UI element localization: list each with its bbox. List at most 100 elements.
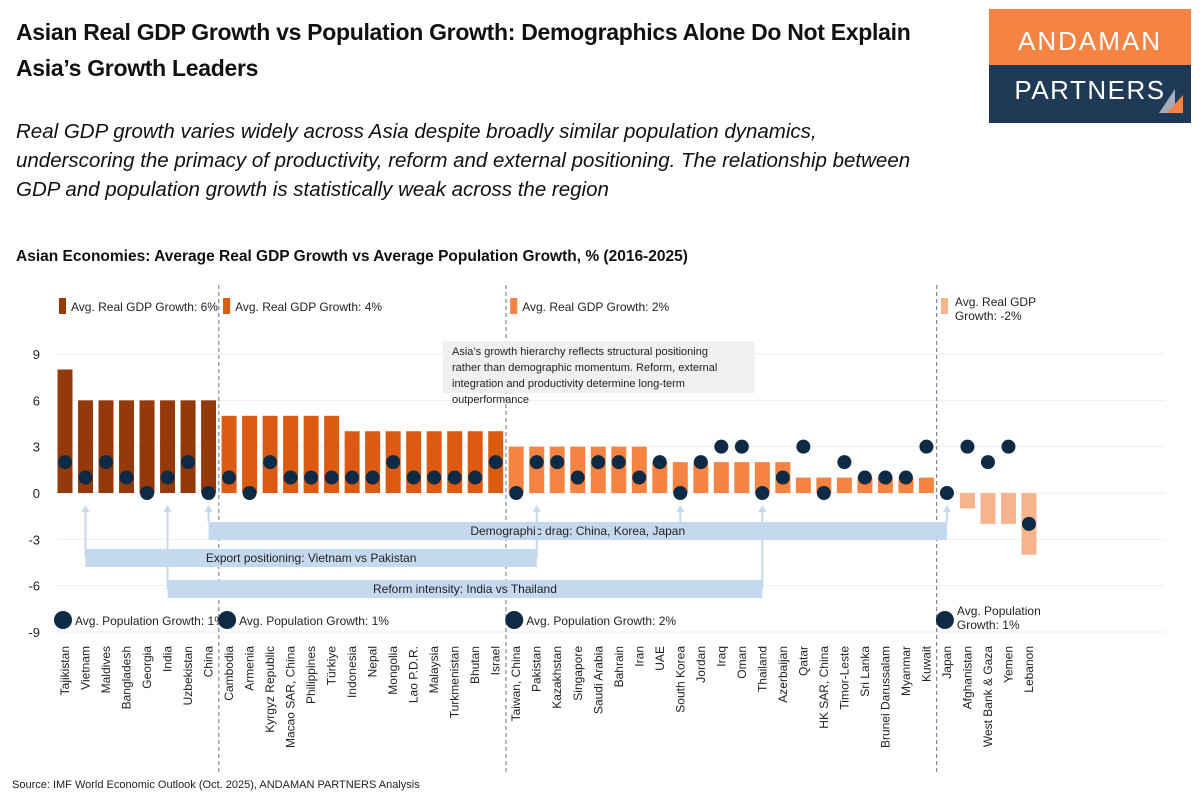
population-dot [693,455,708,470]
population-dot [324,470,339,485]
population-dot [878,470,893,485]
population-dot [78,470,93,485]
population-dot [345,470,360,485]
annotation-arrowhead [81,505,90,512]
population-dot [406,470,421,485]
x-tick-label: Pakistan [530,646,544,692]
population-dot [427,470,442,485]
gdp-bar [529,446,545,493]
x-tick-label: Bangladesh [120,646,134,709]
x-tick-label: Afghanistan [960,646,974,709]
page-title: Asian Real GDP Growth vs Population Grow… [16,19,911,81]
annotation-arrowhead [204,505,213,512]
population-dot [714,439,729,454]
population-dot [99,455,114,470]
annotation-label: Demographic drag: China, Korea, Japan [470,524,685,538]
gdp-bar [160,400,176,493]
gdp-bar [549,446,565,493]
population-dot [201,486,216,500]
annotation-label: Reform intensity: India vs Thailand [373,582,557,596]
population-dot [119,470,134,485]
gdp-legend-swatch [223,298,231,314]
gdp-bar [78,400,94,493]
population-legend-label: Avg. Population Growth: 1% [239,614,389,628]
population-dot [283,470,298,485]
gdp-bar [1000,493,1016,524]
population-dot [837,455,852,470]
gdp-bar [242,415,258,493]
population-dot [980,455,995,470]
note-text: Asia’s growth hierarchy reflects structu… [452,346,717,406]
x-tick-label: Mongolia [386,646,400,695]
x-tick-label: Yemen [1001,646,1015,683]
x-tick-label: Macao SAR, China [284,646,298,748]
x-tick-label: Taiwan, China [509,646,523,722]
y-tick-label: -9 [28,625,40,640]
gdp-bar [98,400,114,493]
x-tick-label: Vietnam [79,646,93,690]
andaman-partners-logo: ANDAMAN PARTNERS [989,9,1191,123]
population-dot [550,455,565,470]
x-tick-label: Sri Lanka [858,646,872,697]
population-dot [816,486,831,500]
gdp-bar [201,400,217,493]
gdp-bar [693,462,709,493]
gdp-bar [652,462,668,493]
x-tick-label: Indonesia [345,646,359,698]
y-tick-label: 9 [33,347,40,362]
x-tick-label: Myanmar [899,646,913,696]
gdp-bar [139,400,155,493]
gdp-bar [713,462,729,493]
gdp-legend-swatch [940,298,948,314]
page-subtitle: Real GDP growth varies widely across Asi… [16,120,911,201]
y-tick-label: -6 [28,579,40,594]
population-dot [919,439,934,454]
logo-line2: PARTNERS [989,65,1191,123]
annotation-arrowhead [942,505,951,512]
population-dot [652,455,667,470]
gdp-bar [262,415,278,493]
population-dot [775,470,790,485]
population-dot [591,455,606,470]
x-tick-label: Maldives [99,646,113,693]
x-tick-label: Iran [632,646,646,667]
x-tick-label: Cambodia [222,646,236,701]
gdp-legend-label: Avg. Real GDP Growth: 2% [522,300,669,314]
annotation-arrowhead [163,505,172,512]
y-tick-label: -3 [28,532,40,547]
source-note: Source: IMF World Economic Outlook (Oct.… [12,779,420,791]
population-dot [181,455,196,470]
x-tick-label: Saudi Arabia [591,646,605,714]
x-tick-label: Israel [489,646,503,675]
gdp-bar [672,462,688,493]
x-tick-label: Tajikistan [58,646,72,695]
note-box [443,341,755,393]
x-tick-label: Malaysia [427,646,441,694]
x-tick-label: Timor-Leste [837,646,851,710]
chart-title: Asian Economies: Average Real GDP Growth… [16,248,688,265]
x-tick-label: China [202,646,216,678]
population-dot [898,470,913,485]
x-tick-label: Bhutan [468,646,482,684]
gdp-bar [119,400,135,493]
x-tick-label: Nepal [366,646,380,677]
population-dot [673,486,688,500]
gdp-bar [918,477,934,493]
x-tick-label: Kuwait [919,645,933,682]
population-dot [529,455,544,470]
population-dot [160,470,175,485]
gdp-bar [959,493,975,509]
population-dot [960,439,975,454]
gdp-legend-swatch [59,298,66,314]
gdp-bar [631,446,647,493]
population-legend-label: Avg. Population Growth: 2% [526,614,676,628]
annotation-label: Export positioning: Vietnam vs Pakistan [206,551,417,565]
x-tick-label: Georgia [140,646,154,689]
population-legend-marker [935,611,954,629]
gdp-bar [754,462,770,493]
x-tick-label: Lao P.D.R. [407,646,421,703]
y-tick-label: 6 [33,393,40,408]
annotation-arrowhead [758,505,767,512]
population-legend-label: Avg. Population Growth: 1% [957,604,1041,632]
